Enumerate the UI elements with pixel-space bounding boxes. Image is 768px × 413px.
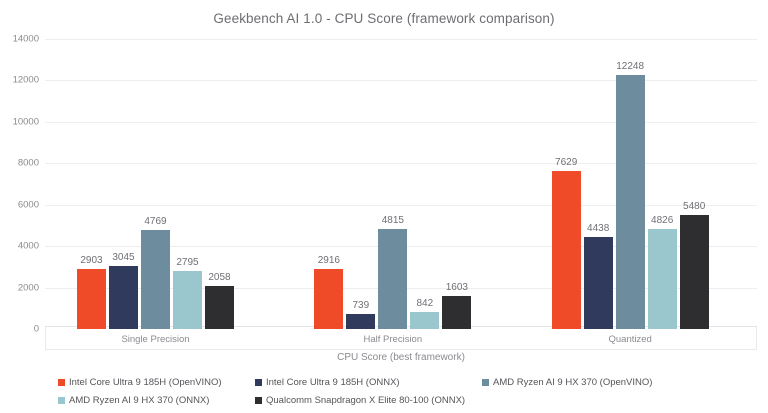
legend-swatch-icon [58, 397, 65, 404]
gridline [45, 80, 757, 81]
legend-row-top: Intel Core Ultra 9 185H (OpenVINO) Intel … [0, 374, 768, 391]
legend-swatch-icon [482, 379, 489, 386]
legend-item[interactable]: Intel Core Ultra 9 185H (ONNX) [255, 374, 400, 391]
bar [109, 265, 138, 329]
bar [173, 271, 202, 329]
bar [551, 170, 581, 329]
legend-row-bottom: AMD Ryzen AI 9 HX 370 (ONNX) Qualcomm Sna… [0, 392, 768, 409]
bar-value-label: 2795 [176, 257, 199, 269]
legend-label: AMD Ryzen AI 9 HX 370 (ONNX) [69, 395, 210, 406]
x-axis-title: CPU Score (best framework) [337, 352, 465, 363]
bar-value-label: 4769 [144, 216, 167, 228]
bar-value-label: 1603 [445, 281, 468, 293]
bar-value-label: 12248 [616, 61, 645, 73]
legend-label: Intel Core Ultra 9 185H (ONNX) [266, 377, 400, 388]
legend-item[interactable]: Qualcomm Snapdragon X Elite 80-100 (ONNX… [255, 392, 465, 409]
x-axis-category-label: Half Precision [363, 334, 423, 345]
legend-swatch-icon [255, 379, 262, 386]
bar [647, 229, 677, 329]
y-axis-tick-label: 4000 [17, 240, 39, 252]
y-axis-tick-label: 2000 [17, 282, 39, 294]
bar-value-label: 4438 [587, 223, 610, 235]
legend-swatch-icon [58, 379, 65, 386]
legend-label: AMD Ryzen AI 9 HX 370 (OpenVINO) [493, 377, 653, 388]
bar-value-label: 2903 [80, 254, 103, 266]
y-axis-tick-label: 8000 [17, 157, 39, 169]
y-axis-tick-label: 6000 [17, 199, 39, 211]
gridline [45, 122, 757, 123]
x-axis-category-label: Single Precision [121, 334, 190, 345]
bar [77, 268, 106, 329]
bar-value-label: 2058 [208, 272, 231, 284]
legend-item[interactable]: AMD Ryzen AI 9 HX 370 (ONNX) [58, 392, 209, 409]
y-axis-tick-label: 10000 [12, 116, 39, 128]
bar-value-label: 842 [416, 297, 434, 309]
bar-value-label: 4826 [651, 215, 674, 227]
y-axis-tick-label: 0 [33, 323, 39, 335]
bar [442, 295, 472, 329]
gridline [45, 205, 757, 206]
y-axis-tick-label: 14000 [12, 33, 39, 45]
bar-value-label: 3045 [112, 251, 135, 263]
legend: Intel Core Ultra 9 185H (OpenVINO) Intel … [0, 372, 768, 412]
gridline [45, 163, 757, 164]
bar [141, 230, 170, 329]
bar [378, 229, 408, 329]
bar-value-label: 5480 [683, 201, 706, 213]
gridline [45, 39, 757, 40]
bar-value-label: 7629 [555, 156, 578, 168]
y-axis-tick-label: 12000 [12, 74, 39, 86]
legend-item[interactable]: Intel Core Ultra 9 185H (OpenVINO) [58, 374, 222, 391]
legend-item[interactable]: AMD Ryzen AI 9 HX 370 (OpenVINO) [482, 374, 652, 391]
bar [314, 268, 344, 329]
bar [615, 75, 645, 329]
bar-value-label: 4815 [381, 215, 404, 227]
bar-value-label: 739 [352, 299, 370, 311]
bar-value-label: 2916 [317, 254, 340, 266]
bar [346, 313, 376, 329]
legend-label: Qualcomm Snapdragon X Elite 80-100 (ONNX… [266, 395, 466, 406]
legend-swatch-icon [255, 397, 262, 404]
chart-title: Geekbench AI 1.0 - CPU Score (framework … [213, 11, 555, 26]
bar [583, 237, 613, 329]
legend-label: Intel Core Ultra 9 185H (OpenVINO) [69, 377, 222, 388]
bar [679, 215, 709, 329]
x-axis-category-label: Quantized [608, 334, 652, 345]
bar [205, 286, 234, 329]
bar [410, 311, 440, 329]
